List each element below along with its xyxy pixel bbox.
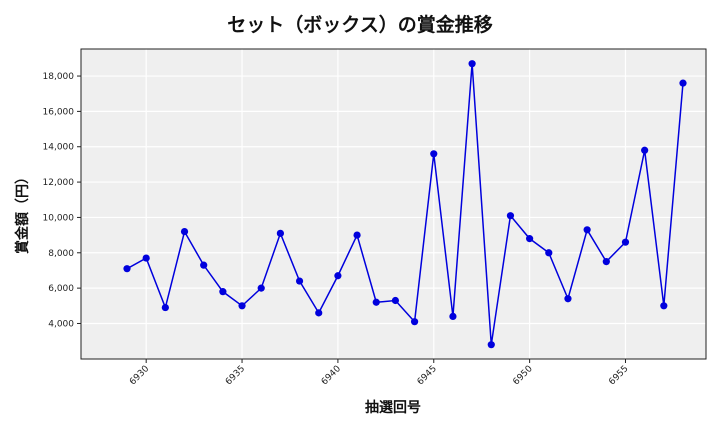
data-point <box>564 295 572 303</box>
data-point <box>161 303 169 312</box>
data-point <box>641 146 649 154</box>
data-point <box>372 298 380 306</box>
y-tick-label: 4,000 <box>48 319 74 329</box>
x-tick-label: 6935 <box>224 364 247 387</box>
data-point <box>602 258 610 266</box>
y-tick-label: 14,000 <box>43 143 75 153</box>
data-point <box>200 261 208 269</box>
y-tick-label: 10,000 <box>43 213 75 223</box>
y-tick-label: 18,000 <box>43 72 75 82</box>
data-point <box>679 79 687 87</box>
y-axis-ticks: 4,000 6,000 8,000 10,000 12,000 14,000 16,000 1… <box>43 72 81 329</box>
y-tick-label: 12,000 <box>43 178 75 188</box>
data-point <box>123 265 131 273</box>
x-axis-label: 抽選回号 <box>365 399 421 416</box>
data-point <box>180 227 189 236</box>
data-point <box>353 231 361 239</box>
data-point <box>468 60 476 68</box>
y-tick-label: 8,000 <box>48 249 74 259</box>
x-axis-ticks: 6930 6935 6940 6945 6950 6955 <box>128 359 631 387</box>
x-tick-label: 6930 <box>128 364 151 387</box>
data-series <box>123 60 687 349</box>
data-point <box>142 254 150 262</box>
data-point <box>545 249 553 257</box>
x-tick-label: 6955 <box>607 364 630 387</box>
data-point <box>660 302 668 310</box>
data-point <box>410 318 419 326</box>
plot-area <box>81 49 706 359</box>
data-point <box>487 341 495 349</box>
y-tick-label: 6,000 <box>48 284 74 294</box>
x-tick-label: 6950 <box>511 364 534 387</box>
data-point <box>238 302 246 310</box>
data-point <box>430 150 438 158</box>
plot-frame <box>80 48 707 360</box>
data-point <box>449 312 457 321</box>
data-point <box>257 284 265 292</box>
data-point <box>276 229 284 237</box>
data-point <box>295 277 304 285</box>
chart-title: セット（ボックス）の賞金推移 <box>227 14 493 36</box>
data-point <box>506 212 515 220</box>
data-point <box>315 309 323 317</box>
series-line <box>126 63 684 345</box>
x-tick-label: 6945 <box>416 364 439 387</box>
x-tick-label: 6940 <box>320 364 343 387</box>
data-point <box>583 226 591 234</box>
y-axis-label: 賞金額（円） <box>14 170 31 254</box>
data-point <box>391 296 400 305</box>
data-point <box>334 272 342 280</box>
data-point <box>526 235 534 243</box>
y-tick-label: 16,000 <box>43 107 75 117</box>
data-point <box>219 288 227 296</box>
data-point <box>621 238 630 246</box>
